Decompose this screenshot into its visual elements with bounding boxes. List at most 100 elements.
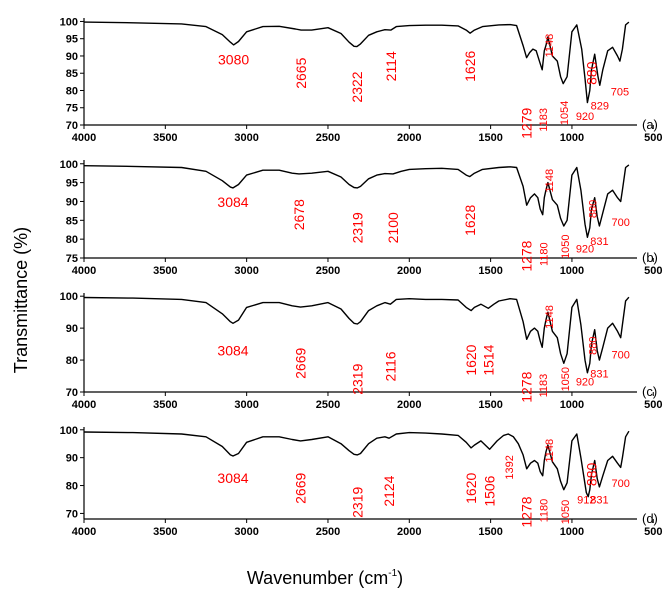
y-tick-label: 80 (66, 85, 78, 97)
x-tick-label: 500 (644, 399, 662, 411)
peak-annotation: 2124 (381, 475, 397, 506)
x-tick-label: 1500 (478, 399, 502, 411)
y-tick-label: 100 (60, 291, 78, 303)
y-tick-label: 95 (66, 178, 78, 190)
peak-annotation: 1278 (519, 371, 535, 402)
x-tick-label: 2000 (397, 265, 421, 277)
peak-annotation: 920 (576, 377, 594, 389)
peak-annotation: 3080 (218, 52, 249, 68)
x-tick-label: 4000 (72, 399, 96, 411)
y-tick-label: 75 (66, 253, 78, 265)
x-tick-label: 500 (644, 526, 662, 538)
x-tick-label: 1000 (560, 132, 584, 144)
peak-annotation: 880 (584, 463, 600, 487)
x-tick-label: 2500 (316, 399, 340, 411)
peak-annotation: 920 (576, 243, 594, 255)
x-tick-label: 2000 (397, 399, 421, 411)
peak-annotation: 1514 (480, 344, 496, 375)
peak-annotation: 2116 (382, 351, 398, 381)
peak-annotation: 1628 (462, 205, 478, 236)
y-tick-label: 100 (60, 159, 78, 171)
peak-annotation: 1279 (519, 108, 535, 139)
peak-annotation: 880 (588, 337, 600, 355)
peak-annotation: 1148 (544, 305, 556, 329)
peak-annotation: 2678 (291, 199, 307, 230)
peak-annotation: 2322 (349, 71, 365, 102)
peak-annotation: 3084 (217, 194, 248, 210)
peak-annotation: 2319 (349, 487, 365, 518)
x-tick-label: 3000 (234, 526, 258, 538)
y-tick-label: 90 (66, 51, 78, 63)
x-tick-label: 4000 (72, 526, 96, 538)
peak-annotation: 1626 (462, 51, 478, 82)
x-tick-label: 1000 (560, 399, 584, 411)
peak-annotation: 1180 (539, 499, 551, 523)
peak-annotation: 920 (576, 111, 594, 123)
y-tick-label: 85 (66, 68, 78, 80)
y-tick-label: 70 (66, 120, 78, 132)
y-tick-label: 70 (66, 387, 78, 399)
y-tick-label: 100 (60, 425, 78, 437)
peak-annotation: 2669 (293, 473, 309, 504)
panel-label: (b) (642, 250, 658, 265)
x-tick-label: 4000 (72, 132, 96, 144)
peak-annotation: 1180 (539, 242, 551, 266)
panel-label: (d) (642, 511, 658, 526)
peak-annotation: 2100 (385, 212, 401, 243)
x-axis-title-sup: -1 (388, 568, 397, 579)
y-tick-label: 85 (66, 215, 78, 227)
peak-annotation: 700 (612, 217, 630, 229)
x-tick-label: 4000 (72, 265, 96, 277)
peak-annotation: 880 (584, 61, 600, 85)
x-tick-label: 2000 (397, 132, 421, 144)
peak-annotation: 1620 (463, 473, 479, 504)
peak-annotation: 1050 (560, 234, 572, 258)
x-tick-label: 1000 (560, 265, 584, 277)
x-tick-label: 1500 (478, 526, 502, 538)
peak-annotation: 2319 (349, 212, 365, 243)
x-tick-label: 500 (644, 132, 662, 144)
peak-annotation: 831 (590, 495, 608, 507)
peak-annotation: 2669 (293, 348, 309, 379)
peak-annotation: 1620 (463, 344, 479, 375)
peak-annotation: 912 (577, 495, 595, 507)
peak-annotation: 1050 (560, 500, 572, 524)
peak-annotation: 880 (588, 200, 600, 218)
x-tick-label: 3500 (153, 265, 177, 277)
series-line-2 (83, 296, 630, 374)
y-tick-label: 75 (66, 103, 78, 115)
x-tick-label: 2500 (316, 132, 340, 144)
peak-annotation: 829 (591, 101, 609, 113)
peak-annotation: 1148 (544, 439, 556, 463)
y-axis-title: Transmittance (%) (11, 227, 31, 373)
peak-annotation: 2114 (383, 51, 399, 81)
series-line-0 (83, 21, 630, 104)
peak-annotation: 2665 (293, 57, 309, 88)
panel-1: 75 80 85 90 95 100 4000 3500 3000 2500 2000 1500 100… (60, 159, 663, 277)
peak-annotation: 3084 (217, 470, 248, 486)
panel-0: 70 75 80 85 90 95 100 4000 3500 3000 2500 2000 1500 1… (60, 16, 663, 144)
peak-annotation: 831 (590, 236, 608, 248)
peak-annotation: 3084 (217, 342, 248, 358)
x-axis-title: Wavenumber (cm-1) (247, 568, 403, 588)
y-tick-label: 70 (66, 508, 78, 520)
y-tick-label: 95 (66, 34, 78, 46)
x-tick-label: 3000 (234, 132, 258, 144)
panel-label: (c) (642, 384, 657, 399)
x-tick-label: 2500 (316, 526, 340, 538)
panel-label: (a) (642, 117, 658, 132)
y-tick-label: 100 (60, 16, 78, 28)
x-tick-label: 3500 (153, 399, 177, 411)
y-tick-label: 90 (66, 453, 78, 465)
x-tick-label: 3500 (153, 526, 177, 538)
peak-annotation: 1050 (560, 367, 572, 391)
peak-annotation: 1278 (519, 496, 535, 527)
peak-annotation: 705 (611, 87, 629, 99)
peak-annotation: 831 (590, 369, 608, 381)
x-tick-label: 1500 (478, 265, 502, 277)
x-tick-label: 1500 (478, 132, 502, 144)
peak-annotation: 700 (612, 350, 630, 362)
x-tick-label: 3500 (153, 132, 177, 144)
